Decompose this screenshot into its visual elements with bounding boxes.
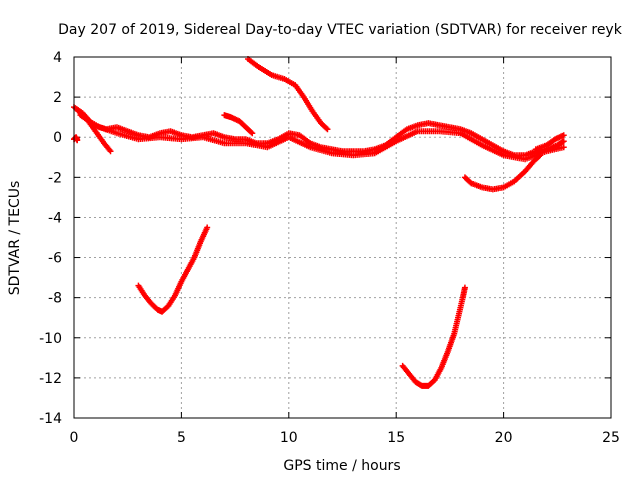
chart-title: Day 207 of 2019, Sidereal Day-to-day VTE… — [58, 22, 623, 38]
series-arc-early-dip — [75, 108, 114, 155]
series-arc-main-band-lower — [77, 112, 567, 163]
series-arc-u-left — [135, 224, 211, 315]
data-point — [323, 125, 330, 132]
data-point — [560, 144, 567, 151]
data-point — [461, 284, 468, 291]
y-tick-label: 2 — [53, 90, 62, 106]
data-point — [107, 148, 114, 155]
x-tick-label: 20 — [495, 430, 513, 446]
x-tick-label: 25 — [602, 430, 620, 446]
x-axis-label: GPS time / hours — [283, 458, 400, 474]
y-tick-label: -2 — [48, 170, 62, 186]
data-point — [536, 153, 543, 160]
data-point — [249, 130, 256, 137]
data-point — [204, 224, 211, 231]
y-axis-label: SDTVAR / TECUs — [7, 181, 23, 296]
series-arc-mid-bump — [221, 112, 256, 137]
ticks — [73, 56, 612, 419]
y-tick-label: 4 — [53, 50, 62, 66]
data-point — [74, 137, 81, 144]
data-point — [248, 129, 255, 136]
y-tick-label: 0 — [53, 130, 62, 146]
series-arc-late-hook — [461, 152, 544, 193]
x-tick-label: 15 — [387, 430, 405, 446]
x-tick-label: 10 — [280, 430, 298, 446]
data-point — [324, 126, 331, 133]
series-arc-descending-top — [244, 56, 331, 133]
y-tick-label: -14 — [39, 411, 62, 427]
data-point — [560, 138, 567, 145]
data-point — [560, 132, 567, 139]
plot-frame — [73, 56, 612, 419]
y-tick-label: -4 — [48, 210, 62, 226]
tick-labels: 0 5 10 15 20 25 -14 -12 -10 -8 -6 -4 -2 0 2 4 — [39, 50, 620, 446]
data-point — [537, 152, 544, 159]
y-tick-label: -6 — [48, 251, 62, 267]
y-tick-label: -8 — [48, 291, 62, 307]
series-arc-late-tail — [532, 132, 567, 153]
series-layer — [71, 56, 567, 389]
series-arc-u-right — [399, 284, 468, 389]
y-tick-label: -12 — [39, 371, 62, 387]
series-arc-early-start — [71, 134, 81, 144]
y-tick-label: -10 — [39, 331, 62, 347]
grid — [74, 57, 611, 418]
x-tick-label: 5 — [177, 430, 186, 446]
x-tick-label: 0 — [70, 430, 79, 446]
